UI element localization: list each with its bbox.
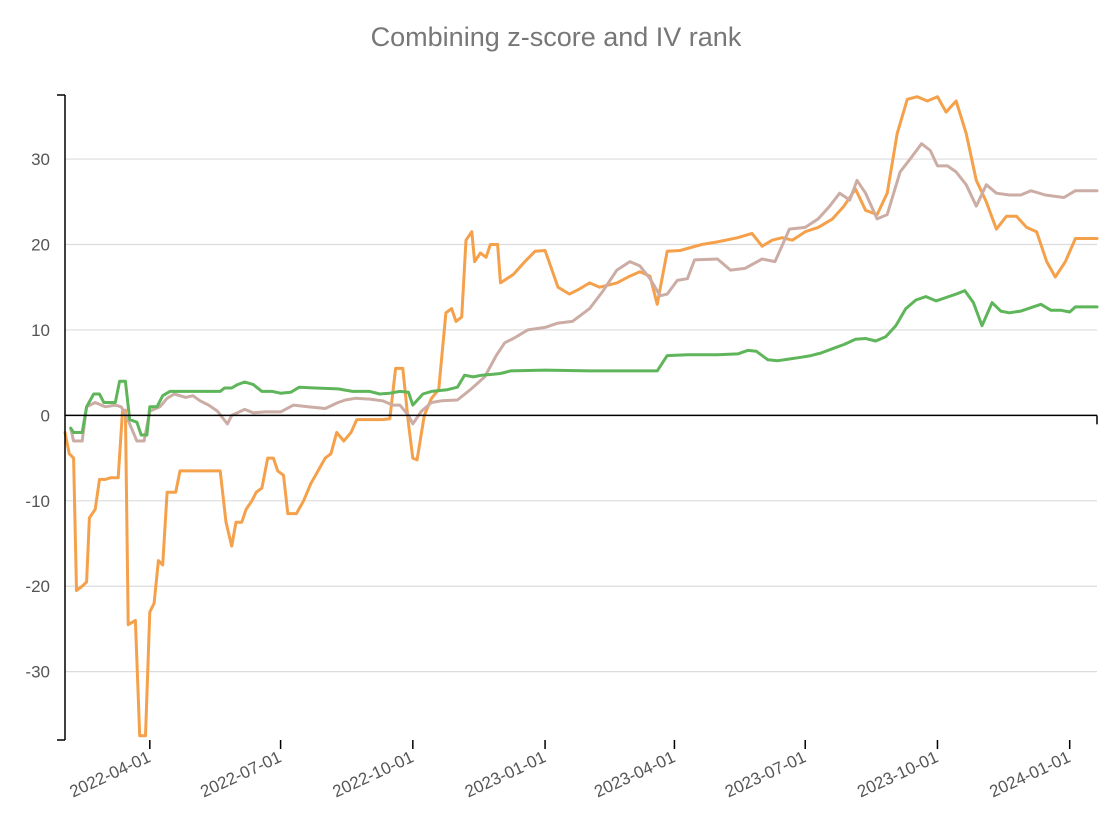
- grid-lines: [65, 158, 1097, 673]
- chart-title: Combining z-score and IV rank: [371, 22, 742, 52]
- y-tick-label: -30: [25, 663, 50, 682]
- x-tick-label: 2022-04-01: [67, 747, 154, 801]
- series-line-3: [69, 289, 1099, 437]
- y-tick-label: 10: [31, 321, 50, 340]
- x-tick-label: 2023-07-01: [722, 747, 809, 801]
- axes: [57, 94, 1098, 741]
- x-axis-ticks: 2022-04-01 2022-07-01 2022-10-01 2023-01-01…: [67, 740, 1074, 801]
- series-lines: [63, 95, 1099, 738]
- y-tick-label: 0: [41, 406, 50, 425]
- x-tick-label: 2023-04-01: [591, 747, 678, 801]
- x-tick-label: 2023-10-01: [854, 747, 941, 801]
- y-tick-label: 30: [31, 150, 50, 169]
- x-tick-label: 2024-01-01: [987, 747, 1074, 801]
- y-axis-ticks: -30 -20 -10 0 10 20 30: [25, 150, 50, 682]
- series-line-2: [69, 142, 1099, 443]
- y-tick-label: 20: [31, 236, 50, 255]
- x-tick-label: 2023-01-01: [462, 747, 549, 801]
- series-line-1: [63, 95, 1099, 738]
- x-tick-label: 2022-10-01: [330, 747, 417, 801]
- y-tick-label: -20: [25, 577, 50, 596]
- y-tick-label: -10: [25, 492, 50, 511]
- x-tick-label: 2022-07-01: [197, 747, 284, 801]
